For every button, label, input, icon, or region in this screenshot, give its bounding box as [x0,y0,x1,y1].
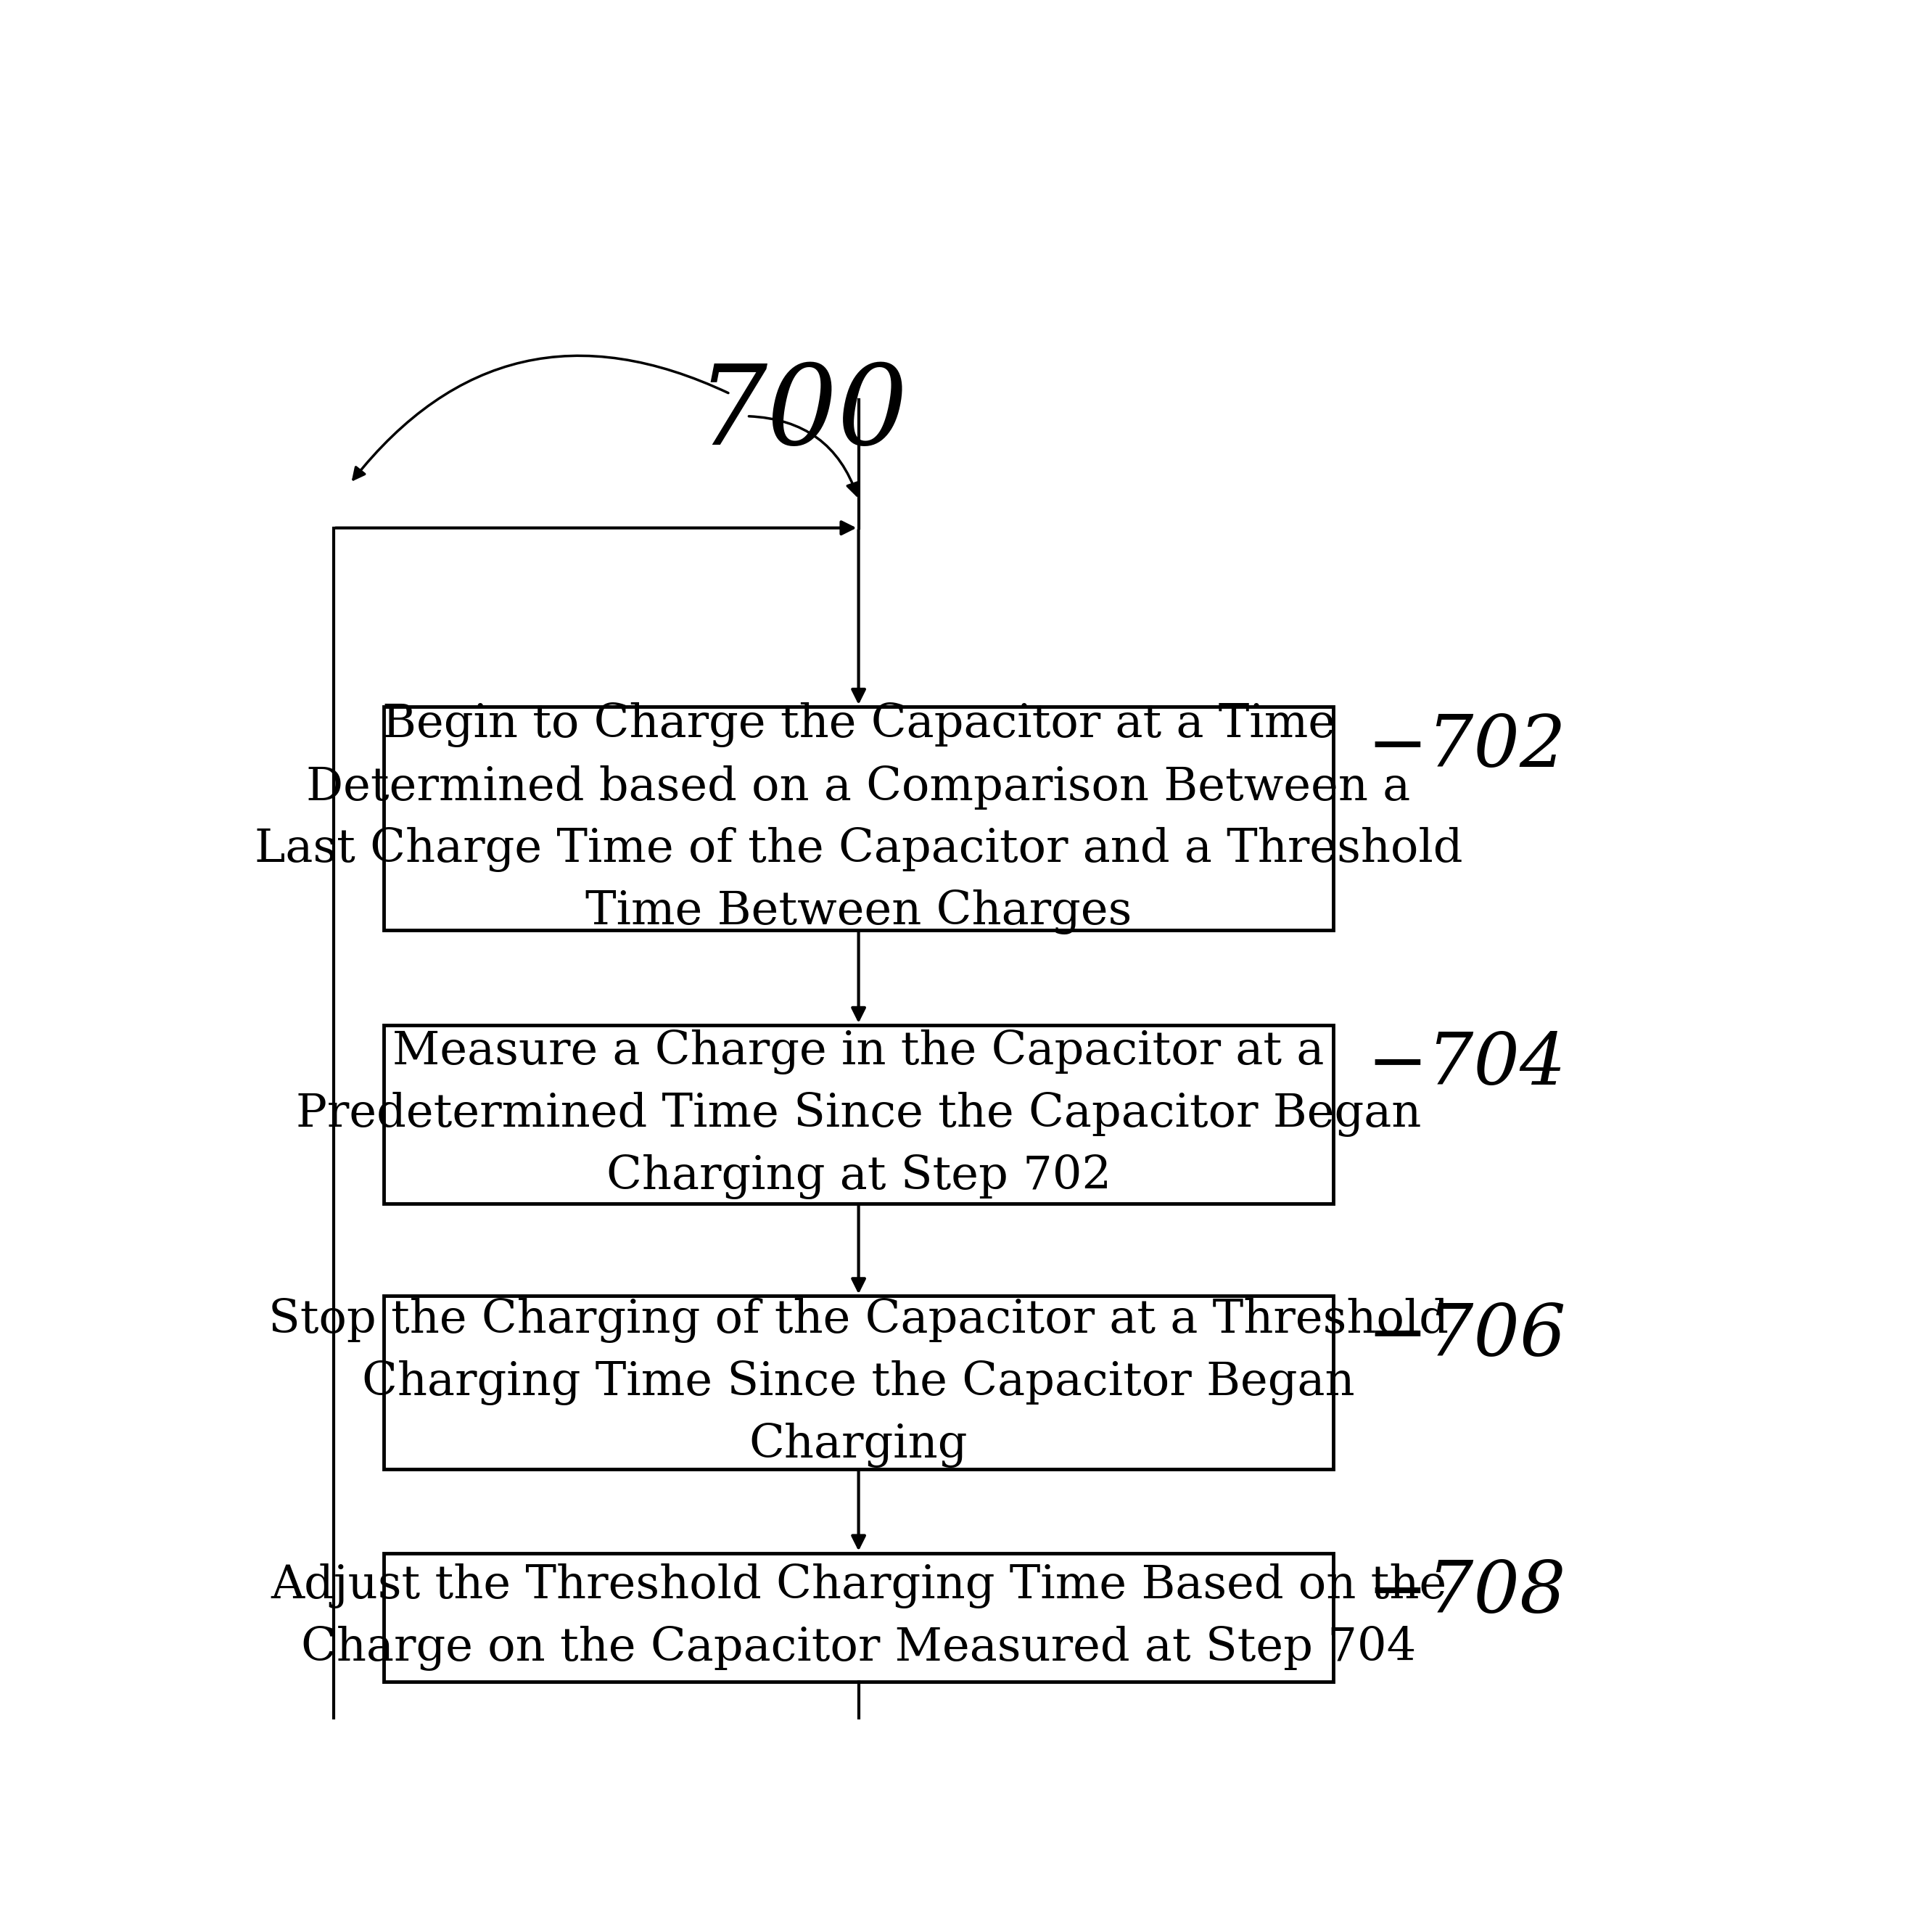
Text: Stop the Charging of the Capacitor at a Threshold
Charging Time Since the Capaci: Stop the Charging of the Capacitor at a … [268,1298,1448,1468]
Bar [383,1553,1333,1681]
Text: 700: 700 [697,361,908,468]
Text: −708: −708 [1367,1559,1566,1629]
Text: −702: −702 [1367,713,1566,781]
Text: Measure a Charge in the Capacitor at a
Predetermined Time Since the Capacitor Be: Measure a Charge in the Capacitor at a P… [297,1030,1421,1200]
Text: Begin to Charge the Capacitor at a Time
Determined based on a Comparison Between: Begin to Charge the Capacitor at a Time … [255,703,1463,935]
Text: −704: −704 [1367,1030,1566,1099]
Text: −706: −706 [1367,1302,1566,1372]
Bar [383,1296,1333,1468]
Text: Adjust the Threshold Charging Time Based on the
Charge on the Capacitor Measured: Adjust the Threshold Charging Time Based… [270,1563,1446,1671]
Bar [383,707,1333,929]
Bar [383,1026,1333,1204]
